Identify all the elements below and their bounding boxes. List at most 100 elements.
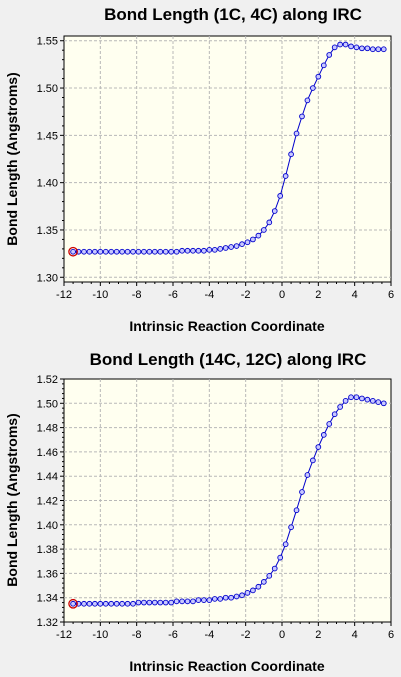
series xyxy=(68,41,387,257)
data-point xyxy=(310,85,316,91)
axis-ticks: -12 -10 -8 -6 -4 -2 0 2 4 6 1.30 1.35 1.40 1.45 1.50 1.… xyxy=(37,36,394,301)
data-point xyxy=(141,248,147,255)
data-point xyxy=(348,394,354,401)
data-point xyxy=(162,599,169,606)
data-point xyxy=(222,245,229,251)
bond-length-chart-14c-12c: Bond Length (14C, 12C) along IRC -12 -10-… xyxy=(4,350,394,674)
y-tick-label: 1.45 xyxy=(37,130,58,142)
x-tick-label: 2 xyxy=(315,629,321,641)
y-tick-label: 1.48 xyxy=(37,423,58,435)
x-tick-label: -4 xyxy=(204,629,214,641)
data-point xyxy=(250,236,256,243)
x-tick-label: -8 xyxy=(132,629,142,641)
data-point xyxy=(244,239,251,246)
data-point xyxy=(228,594,234,601)
x-tick-label: 4 xyxy=(352,629,358,641)
grid xyxy=(64,379,391,622)
data-point xyxy=(92,248,98,255)
data-point xyxy=(342,398,349,404)
chart-panel-bottom: Bond Length (14C, 12C) along IRC -12 -10-… xyxy=(0,340,401,677)
data-point xyxy=(130,600,136,607)
y-tick-label: 1.50 xyxy=(37,398,58,410)
data-point xyxy=(86,600,93,607)
y-tick-label: 1.50 xyxy=(37,83,58,95)
data-point xyxy=(288,524,294,531)
data-point xyxy=(173,248,180,255)
data-point xyxy=(201,247,207,254)
data-point xyxy=(369,398,376,404)
y-tick-label: 1.34 xyxy=(37,593,58,605)
y-tick-label: 1.32 xyxy=(37,617,58,629)
axis-ticks: -12 -10 -8 -6 -4 -2 0 2 4 6 1.32 1.34 1.36 1.38 1.40 1.… xyxy=(37,374,394,641)
data-point xyxy=(211,246,218,253)
data-point xyxy=(266,572,273,579)
x-tick-label: 0 xyxy=(279,289,285,301)
data-point xyxy=(217,596,224,602)
data-point xyxy=(168,599,175,606)
data-point xyxy=(168,248,175,255)
data-point xyxy=(113,600,120,607)
data-point xyxy=(184,598,191,605)
x-tick-label: -2 xyxy=(241,289,251,301)
data-point xyxy=(195,597,202,603)
x-tick-label: -4 xyxy=(204,289,214,301)
data-point xyxy=(331,411,338,418)
data-point xyxy=(206,246,213,253)
data-point xyxy=(92,600,98,607)
data-point xyxy=(359,395,365,402)
data-point xyxy=(130,248,136,255)
data-point xyxy=(81,600,87,607)
data-point xyxy=(288,151,294,158)
data-point xyxy=(277,554,284,561)
y-axis-label: Bond Length (Angstroms) xyxy=(4,72,20,245)
data-point xyxy=(157,599,164,606)
y-tick-label: 1.38 xyxy=(37,544,58,556)
data-point xyxy=(70,600,76,607)
data-point xyxy=(97,600,104,607)
data-point xyxy=(364,396,371,403)
data-point xyxy=(206,597,213,603)
data-point xyxy=(233,593,240,600)
data-point xyxy=(304,97,311,104)
data-point xyxy=(222,594,229,601)
data-point xyxy=(342,41,349,48)
data-point xyxy=(337,41,343,48)
data-point xyxy=(124,248,131,255)
x-tick-label: -6 xyxy=(168,289,178,301)
x-tick-label: -12 xyxy=(56,629,72,641)
data-point xyxy=(201,597,207,603)
data-point xyxy=(179,247,185,254)
x-axis-label: Intrinsic Reaction Coordinate xyxy=(129,318,324,334)
x-tick-label: -8 xyxy=(132,289,142,301)
data-point xyxy=(179,598,185,605)
data-point xyxy=(184,247,191,254)
y-tick-label: 1.52 xyxy=(37,374,58,386)
data-point xyxy=(81,248,87,255)
chart-panel-top: Bond Length (1C, 4C) along IRC -12 -10 -8-… xyxy=(4,5,394,334)
x-tick-label: -6 xyxy=(168,629,178,641)
data-point xyxy=(304,472,311,478)
data-point xyxy=(70,248,76,255)
data-point xyxy=(260,579,267,585)
chart-title: Bond Length (1C, 4C) along IRC xyxy=(104,5,362,24)
data-point xyxy=(348,43,354,50)
data-point xyxy=(380,46,387,53)
y-axis-label: Bond Length (Angstroms) xyxy=(4,413,20,586)
data-point xyxy=(86,248,93,255)
plot-area xyxy=(63,35,392,283)
data-point xyxy=(359,45,365,52)
x-tick-label: 6 xyxy=(388,289,394,301)
data-point xyxy=(173,598,180,605)
data-point xyxy=(353,44,360,51)
data-point xyxy=(326,421,333,427)
data-point xyxy=(320,432,327,438)
data-point xyxy=(315,444,322,450)
data-point xyxy=(162,248,169,255)
x-tick-label: -12 xyxy=(56,289,72,301)
data-point xyxy=(233,243,240,249)
data-point xyxy=(108,600,115,607)
data-point xyxy=(310,457,316,464)
data-point xyxy=(102,600,109,607)
data-point xyxy=(293,507,300,514)
data-point xyxy=(266,219,273,226)
